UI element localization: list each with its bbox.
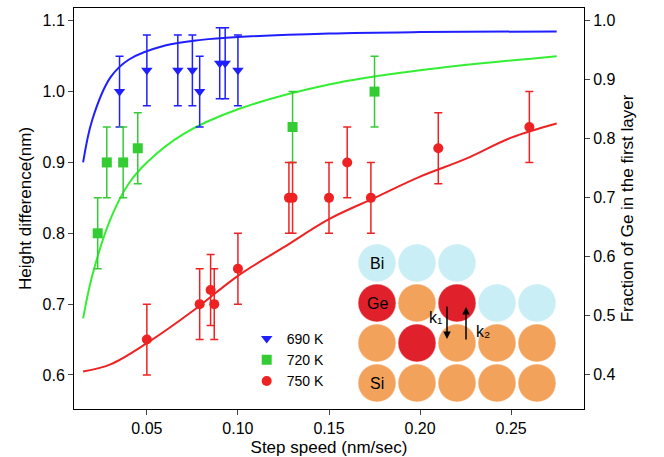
svg-text:0.5: 0.5 <box>593 307 615 324</box>
svg-text:Si: Si <box>370 375 384 392</box>
svg-text:0.6: 0.6 <box>593 248 615 265</box>
svg-text:Fraction of Ge in the first la: Fraction of Ge in the first layer <box>618 94 637 322</box>
svg-text:0.10: 0.10 <box>222 420 253 437</box>
svg-text:Step speed (nm/sec): Step speed (nm/sec) <box>251 438 408 457</box>
svg-text:0.9: 0.9 <box>43 154 65 171</box>
svg-text:0.8: 0.8 <box>593 130 615 147</box>
svg-text:1.0: 1.0 <box>593 12 615 29</box>
svg-text:0.4: 0.4 <box>593 366 615 383</box>
svg-text:690 K: 690 K <box>287 331 324 347</box>
svg-text:0.9: 0.9 <box>593 71 615 88</box>
svg-text:Ge: Ge <box>367 295 388 312</box>
svg-text:0.8: 0.8 <box>43 225 65 242</box>
svg-text:750 K: 750 K <box>287 373 324 389</box>
svg-text:0.15: 0.15 <box>313 420 344 437</box>
svg-text:k₂: k₂ <box>476 323 490 340</box>
svg-text:0.6: 0.6 <box>43 367 65 384</box>
svg-text:0.25: 0.25 <box>496 420 527 437</box>
svg-text:0.7: 0.7 <box>593 189 615 206</box>
svg-text:1.0: 1.0 <box>43 83 65 100</box>
svg-text:1.1: 1.1 <box>43 12 65 29</box>
svg-text:0.7: 0.7 <box>43 296 65 313</box>
svg-text:720 K: 720 K <box>287 352 324 368</box>
svg-text:0.05: 0.05 <box>131 420 162 437</box>
svg-text:Bi: Bi <box>370 255 384 272</box>
svg-text:Height difference(nm): Height difference(nm) <box>16 127 35 290</box>
svg-text:0.20: 0.20 <box>404 420 435 437</box>
svg-text:k₁: k₁ <box>429 309 442 326</box>
